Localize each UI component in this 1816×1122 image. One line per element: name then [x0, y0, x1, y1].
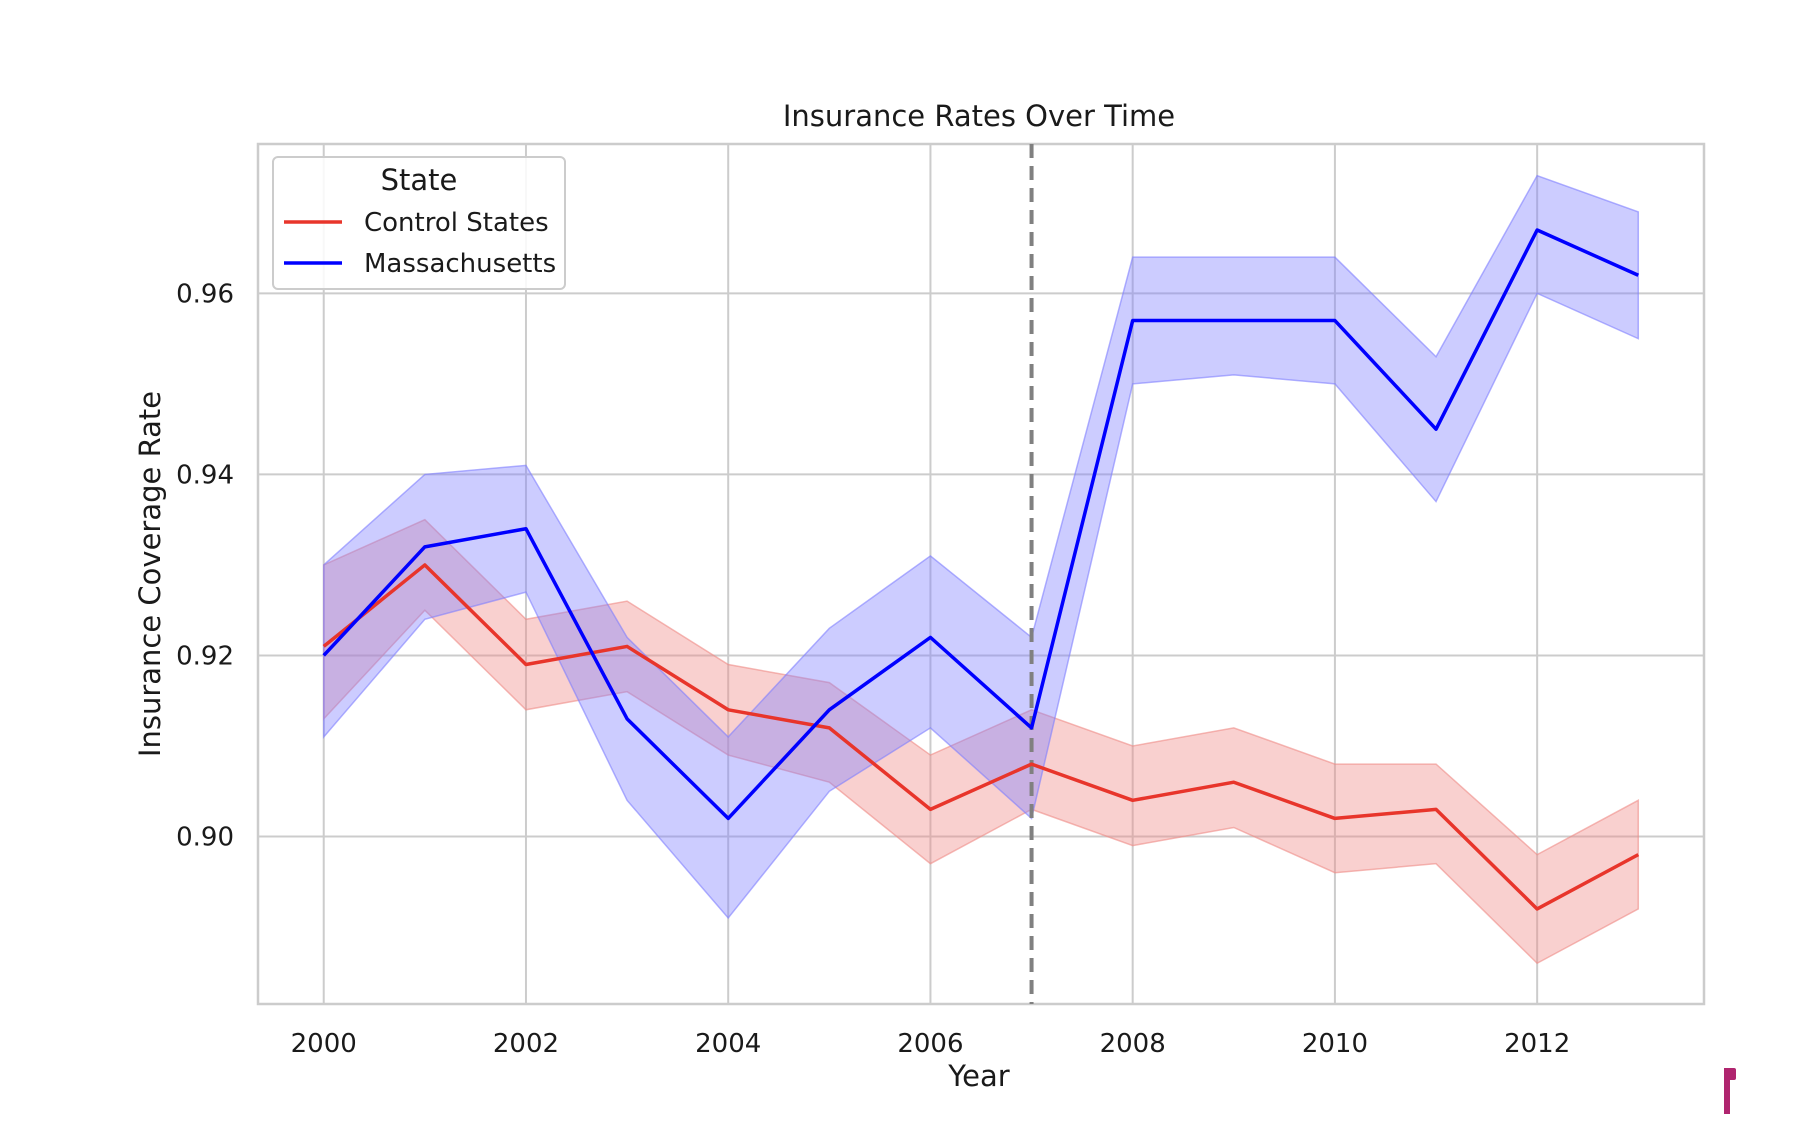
- y-tick-label: 0.94: [176, 460, 234, 490]
- y-tick-label: 0.90: [176, 823, 234, 853]
- data-point-massachusetts: [1535, 228, 1540, 233]
- legend-title: State: [381, 163, 458, 197]
- data-point-control-states: [1535, 906, 1540, 911]
- x-tick-label: 2002: [493, 1029, 559, 1059]
- data-point-massachusetts: [1231, 318, 1236, 323]
- plot-frame: [256, 142, 1706, 1006]
- x-tick-label: 2010: [1302, 1029, 1368, 1059]
- grid-layer: [256, 142, 1706, 1006]
- data-point-massachusetts: [321, 653, 326, 658]
- chart-title: Insurance Rates Over Time: [783, 99, 1175, 133]
- data-point-control-states: [1332, 816, 1337, 821]
- series-lines: [321, 228, 1641, 911]
- y-axis-label: Insurance Coverage Rate: [133, 391, 167, 757]
- data-point-massachusetts: [1332, 318, 1337, 323]
- data-point-control-states: [625, 644, 630, 649]
- data-point-massachusetts: [1029, 725, 1034, 730]
- x-tick-label: 2000: [291, 1029, 357, 1059]
- series-line-control-states: [322, 563, 1640, 911]
- x-tick-label: 2004: [695, 1029, 761, 1059]
- legend-entry-label: Massachusetts: [364, 249, 556, 279]
- data-point-massachusetts: [625, 716, 630, 721]
- confidence-band-control-states: [322, 518, 1640, 965]
- data-point-control-states: [1434, 807, 1439, 812]
- y-tick-label: 0.96: [176, 279, 234, 309]
- x-axis-label: Year: [947, 1059, 1009, 1093]
- series-line-massachusetts: [322, 228, 1639, 821]
- legend-box: [272, 156, 566, 290]
- legend-entry-label: Control States: [364, 208, 549, 238]
- data-point-control-states: [726, 707, 731, 712]
- data-point-massachusetts: [1434, 427, 1439, 432]
- corner-logo-mark: [1724, 1068, 1736, 1114]
- x-tick-label: 2012: [1504, 1029, 1570, 1059]
- y-tick-label: 0.92: [176, 641, 234, 671]
- confidence-bands: [322, 174, 1640, 965]
- data-point-control-states: [827, 725, 832, 730]
- data-point-control-states: [321, 644, 326, 649]
- data-point-massachusetts: [523, 526, 528, 531]
- confidence-band-massachusetts: [322, 174, 1640, 920]
- data-point-control-states: [1231, 780, 1236, 785]
- data-point-massachusetts: [422, 544, 427, 549]
- data-point-control-states: [523, 662, 528, 667]
- data-point-massachusetts: [1130, 318, 1135, 323]
- data-point-control-states: [1029, 762, 1034, 767]
- data-point-control-states: [1130, 798, 1135, 803]
- data-point-massachusetts: [928, 635, 933, 640]
- axis-layer: 2000 2002 2004 2006 2008 2010 2012 0.90 0.92 0.94…: [176, 279, 1570, 1059]
- data-point-massachusetts: [1636, 273, 1641, 278]
- legend: State Control States Massachusetts: [272, 156, 566, 290]
- data-point-control-states: [422, 562, 427, 567]
- data-point-massachusetts: [827, 707, 832, 712]
- x-tick-label: 2008: [1100, 1029, 1166, 1059]
- x-tick-label: 2006: [897, 1029, 963, 1059]
- data-point-control-states: [1636, 852, 1641, 857]
- data-point-control-states: [928, 807, 933, 812]
- data-point-massachusetts: [726, 816, 731, 821]
